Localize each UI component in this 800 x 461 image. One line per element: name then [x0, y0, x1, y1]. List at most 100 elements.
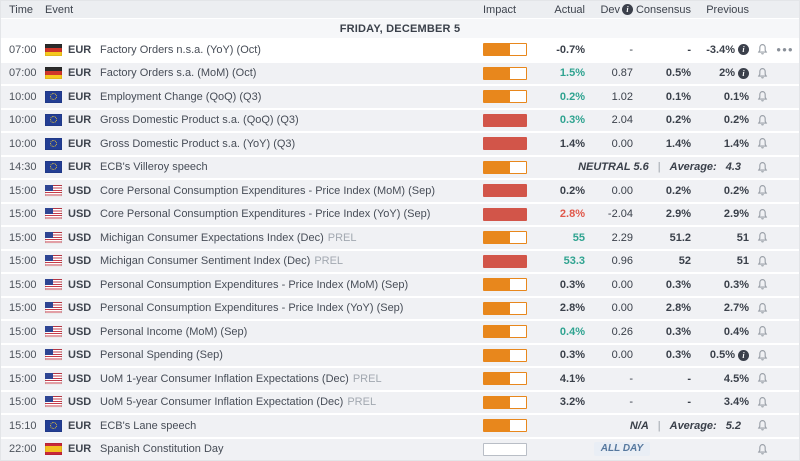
event-row[interactable]: 15:00 USD Personal Consumption Expenditure… [1, 274, 799, 298]
event-row[interactable]: 14:30 EUR ECB's Villeroy speech NEUTRAL 5.6… [1, 156, 799, 180]
event-suffix: PREL [352, 372, 382, 385]
previous-value: 2.7% [723, 302, 749, 315]
event-name: ECB's Lane speech [100, 419, 197, 432]
flag-canton [45, 396, 53, 403]
event-name: Core Personal Consumption Expenditures -… [100, 184, 436, 197]
bell-icon[interactable] [756, 161, 769, 174]
event-suffix: PREL [327, 231, 357, 244]
impact-bar-fill [484, 326, 511, 338]
bell-icon[interactable] [756, 325, 769, 338]
alert-cell [749, 90, 775, 103]
bell-icon[interactable] [756, 43, 769, 56]
info-icon[interactable]: i [738, 67, 749, 79]
deviation-value: 0.87 [611, 67, 633, 80]
alert-cell [749, 419, 775, 432]
impact-indicator [483, 254, 535, 268]
impact-indicator [483, 184, 535, 198]
impact-indicator [483, 301, 535, 315]
country-flag-icon-us [45, 325, 62, 338]
event-row[interactable]: 15:10 EUR ECB's Lane speech N/A | Average: 5.2 [1, 415, 799, 439]
impact-indicator [483, 278, 535, 292]
event-row[interactable]: 07:00 EUR Factory Orders n.s.a. (YoY) (Oct… [1, 39, 799, 63]
flag-canton [45, 208, 53, 215]
bell-icon[interactable] [756, 396, 769, 409]
flag-canton [45, 255, 53, 262]
event-row[interactable]: 15:00 USD Personal Income (MoM) (Sep) 0.4% 0… [1, 321, 799, 345]
info-icon[interactable]: i [738, 349, 749, 361]
bell-icon[interactable] [756, 372, 769, 385]
event-row[interactable]: 10:00 EUR Gross Domestic Product s.a. (QoQ… [1, 109, 799, 133]
impact-indicator [483, 90, 535, 104]
impact-bar-fill [484, 44, 511, 56]
bell-icon[interactable] [756, 349, 769, 362]
bell-icon[interactable] [756, 114, 769, 127]
speech-result: NEUTRAL 5.6 | Average: 4.3 [535, 161, 749, 173]
impact-indicator [483, 43, 535, 57]
bell-icon[interactable] [756, 90, 769, 103]
event-row[interactable]: 15:00 USD Michigan Consumer Sentiment Inde… [1, 250, 799, 274]
event-name: Personal Spending (Sep) [100, 349, 223, 362]
event-row[interactable]: 15:00 USD Michigan Consumer Expectations I… [1, 227, 799, 251]
info-icon[interactable]: i [622, 4, 633, 15]
event-name: Michigan Consumer Sentiment Index (Dec) [100, 255, 311, 268]
event-name: Gross Domestic Product s.a. (QoQ) (Q3) [100, 114, 299, 127]
deviation-value: 0.00 [611, 278, 633, 291]
alert-cell [749, 443, 775, 456]
actual-value: 53.3 [563, 255, 585, 268]
info-icon[interactable]: i [738, 44, 749, 56]
actual-value: 0.3% [559, 278, 585, 291]
impact-indicator [483, 137, 535, 151]
bell-icon[interactable] [756, 184, 769, 197]
event-row[interactable]: 15:00 USD Personal Spending (Sep) 0.3% 0.00 0… [1, 344, 799, 368]
actual-value: 0.2% [559, 90, 585, 103]
consensus-value: 1.4% [665, 137, 691, 150]
consensus-value: 2.8% [665, 302, 691, 315]
bell-icon[interactable] [756, 231, 769, 244]
event-row[interactable]: 15:00 USD UoM 5-year Consumer Inflation Ex… [1, 391, 799, 415]
previous-cell: 0.2% [691, 114, 749, 126]
impact-bar [483, 113, 527, 127]
previous-cell: 0.5% i [691, 349, 749, 361]
more-options-icon[interactable]: ●●● [776, 45, 794, 55]
bell-icon[interactable] [756, 443, 769, 456]
event-name: Personal Consumption Expenditures - Pric… [100, 278, 409, 291]
impact-indicator [483, 66, 535, 80]
bell-icon[interactable] [756, 255, 769, 268]
bell-icon[interactable] [756, 208, 769, 221]
event-title: Michigan Consumer Sentiment Index (Dec) P… [100, 255, 483, 267]
bell-icon[interactable] [756, 67, 769, 80]
event-title: Employment Change (QoQ) (Q3) [100, 91, 483, 103]
event-row[interactable]: 15:00 USD UoM 1-year Consumer Inflation Ex… [1, 368, 799, 392]
bell-icon[interactable] [756, 419, 769, 432]
event-row[interactable]: 15:00 USD Personal Consumption Expenditure… [1, 297, 799, 321]
bell-icon[interactable] [756, 137, 769, 150]
impact-bar [483, 395, 527, 409]
bell-icon[interactable] [756, 278, 769, 291]
impact-bar-fill [484, 67, 511, 79]
previous-value: 0.2% [723, 114, 749, 127]
event-name: ECB's Villeroy speech [100, 161, 208, 174]
event-title: Core Personal Consumption Expenditures -… [100, 208, 483, 220]
event-row[interactable]: 22:00 EUR Spanish Constitution Day ALL DAY [1, 438, 799, 460]
flag-canton [45, 349, 53, 356]
event-row[interactable]: 15:00 USD Core Personal Consumption Expend… [1, 203, 799, 227]
impact-bar [483, 278, 527, 292]
bell-icon[interactable] [756, 302, 769, 315]
currency-label: EUR [68, 90, 92, 103]
flag-stars [49, 116, 57, 124]
time-cell: 10:00 [9, 137, 37, 150]
flag-stars [49, 163, 57, 171]
event-row[interactable]: 10:00 EUR Gross Domestic Product s.a. (YoY… [1, 133, 799, 157]
currency-label: EUR [68, 161, 92, 174]
event-title: UoM 1-year Consumer Inflation Expectatio… [100, 373, 483, 385]
impact-indicator [483, 419, 535, 433]
event-row[interactable]: 10:00 EUR Employment Change (QoQ) (Q3) 0.2%… [1, 86, 799, 110]
date-header: FRIDAY, DECEMBER 5 [1, 19, 799, 39]
alert-cell [749, 43, 775, 56]
event-row[interactable]: 15:00 USD Core Personal Consumption Expend… [1, 180, 799, 204]
actual-value: 2.8% [559, 302, 585, 315]
event-row[interactable]: 07:00 EUR Factory Orders s.a. (MoM) (Oct) 1… [1, 62, 799, 86]
alert-cell [749, 325, 775, 338]
event-name: Personal Consumption Expenditures - Pric… [100, 302, 404, 315]
dev-label: Dev [600, 3, 620, 16]
